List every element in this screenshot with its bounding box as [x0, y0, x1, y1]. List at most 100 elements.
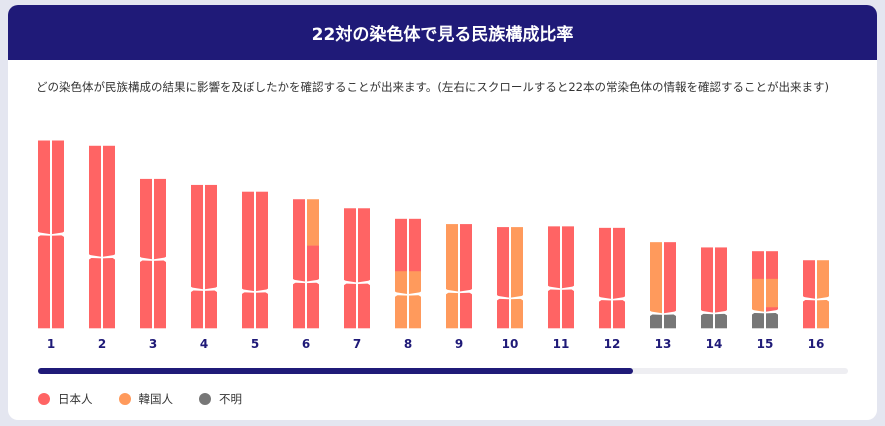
- chromosome-label: 16: [808, 337, 825, 351]
- chromatid-segment-korean: [650, 242, 662, 314]
- legend-label: 日本人: [58, 392, 93, 406]
- scrollbar-thumb[interactable]: [38, 368, 633, 374]
- chromatid-segment-korean: [409, 271, 421, 329]
- centromere: [89, 254, 115, 259]
- legend: 日本人 韓国人 不明: [38, 391, 242, 407]
- chromatid-segment-korean: [511, 227, 523, 329]
- centromere: [497, 295, 523, 300]
- chromatid-segment-unknown: [664, 313, 676, 329]
- chromosome-label: 10: [502, 337, 519, 351]
- ancestry-chromosome-card: 22対の染色体で見る民族構成比率 どの染色体が民族構成の結果に影響を及ぼしたかを…: [8, 5, 877, 420]
- centromere-notch: [825, 295, 830, 302]
- card-header: 22対の染色体で見る民族構成比率: [8, 5, 877, 60]
- chromatid-segment-japanese: [664, 242, 676, 314]
- centromere-notch: [37, 231, 42, 238]
- chromosome-label: 14: [706, 337, 723, 351]
- centromere-notch: [292, 278, 297, 285]
- centromere-notch: [570, 285, 575, 292]
- centromere: [191, 287, 217, 291]
- legend-dot-icon: [199, 393, 211, 405]
- chromatid-segment-japanese: [752, 251, 764, 280]
- chromatid-segment-japanese: [460, 224, 472, 329]
- chromosome-chart[interactable]: 1 2 3 4 5 6 7 8 9 10 11 12 13 14 15 16: [8, 5, 877, 365]
- chromatid-segment-japanese: [562, 226, 574, 329]
- chromatid-segment-japanese: [154, 178, 166, 329]
- centromere-notch: [649, 310, 654, 317]
- chromatid-segment-unknown: [715, 312, 727, 329]
- legend-dot-icon: [38, 393, 50, 405]
- chromosome-label: 7: [353, 337, 361, 351]
- centromere-notch: [315, 278, 320, 285]
- centromere-notch: [111, 253, 116, 260]
- chromatid-segment-korean: [307, 199, 319, 246]
- centromere-notch: [598, 295, 603, 302]
- centromere: [548, 286, 574, 290]
- legend-dot-icon: [118, 393, 131, 405]
- chromatid-segment-japanese: [140, 178, 152, 329]
- centromere: [140, 257, 166, 261]
- centromere-notch: [264, 288, 269, 295]
- description-text: どの染色体が民族構成の結果に影響を及ぼしたかを確認することが出来ます。(左右にス…: [36, 80, 829, 94]
- centromere-notch: [751, 308, 756, 315]
- chromatid-segment-japanese: [191, 184, 203, 329]
- centromere-notch: [672, 310, 677, 317]
- chromatid-segment-korean: [766, 278, 778, 308]
- chromatid-segment-korean: [446, 224, 458, 329]
- centromere-notch: [213, 286, 218, 293]
- centromere-notch: [241, 288, 246, 295]
- centromere-notch: [162, 256, 167, 263]
- chromatid-segment-japanese: [395, 218, 407, 272]
- centromere-notch: [88, 253, 93, 260]
- centromere: [701, 310, 727, 315]
- chromatid-segment-japanese: [599, 227, 611, 329]
- centromere: [395, 292, 421, 296]
- chromatid-segment-japanese: [293, 199, 305, 329]
- chromatid-segment-japanese: [256, 191, 268, 329]
- centromere-notch: [774, 308, 779, 315]
- centromere-notch: [60, 231, 65, 238]
- legend-item-unknown: 不明: [199, 391, 242, 407]
- centromere-notch: [394, 291, 399, 298]
- chromatid-segment-japanese: [766, 307, 778, 313]
- chromosome-label: 5: [251, 337, 259, 351]
- centromere-notch: [468, 288, 473, 295]
- chromosome-label: 6: [302, 337, 310, 351]
- centromere-notch: [621, 295, 626, 302]
- chromosome-label: 13: [655, 337, 672, 351]
- centromere: [242, 289, 268, 293]
- chromosome-label: 11: [553, 337, 570, 351]
- centromere: [803, 296, 829, 301]
- chromosome-label: 1: [47, 337, 55, 351]
- legend-item-japanese: 日本人: [38, 391, 93, 407]
- chromatid-segment-japanese: [497, 227, 509, 329]
- chromatid-segment-japanese: [344, 208, 356, 329]
- centromere: [650, 311, 676, 315]
- chromatid-segment-unknown: [701, 312, 713, 329]
- centromere-notch: [496, 294, 501, 301]
- chromatid-segment-japanese: [715, 247, 727, 313]
- chromatid-segment-japanese: [613, 227, 625, 329]
- legend-item-korean: 韓国人: [118, 391, 174, 407]
- chromatid-segment-japanese: [89, 145, 101, 329]
- chromatid-segment-japanese: [548, 226, 560, 329]
- chromosome-label: 9: [455, 337, 463, 351]
- legend-label: 韓国人: [138, 392, 174, 406]
- chromatid-segment-japanese: [358, 208, 370, 329]
- centromere-notch: [519, 294, 524, 301]
- centromere-notch: [700, 309, 705, 316]
- chromosome-label: 3: [149, 337, 157, 351]
- card-title: 22対の染色体で見る民族構成比率: [311, 25, 574, 45]
- chromatid-segment-unknown: [752, 311, 764, 329]
- chromatid-segment-japanese: [307, 245, 319, 329]
- chromatid-segment-unknown: [650, 313, 662, 329]
- centromere: [38, 232, 64, 236]
- centromere: [599, 296, 625, 301]
- chromatid-segment-korean: [395, 271, 407, 329]
- centromere-notch: [343, 279, 348, 286]
- chromosome-label: 2: [98, 337, 106, 351]
- chromatid-segment-japanese: [103, 145, 115, 329]
- centromere: [752, 309, 778, 314]
- chromosome-label: 12: [604, 337, 621, 351]
- horizontal-scrollbar[interactable]: [38, 368, 848, 374]
- centromere-notch: [802, 295, 807, 302]
